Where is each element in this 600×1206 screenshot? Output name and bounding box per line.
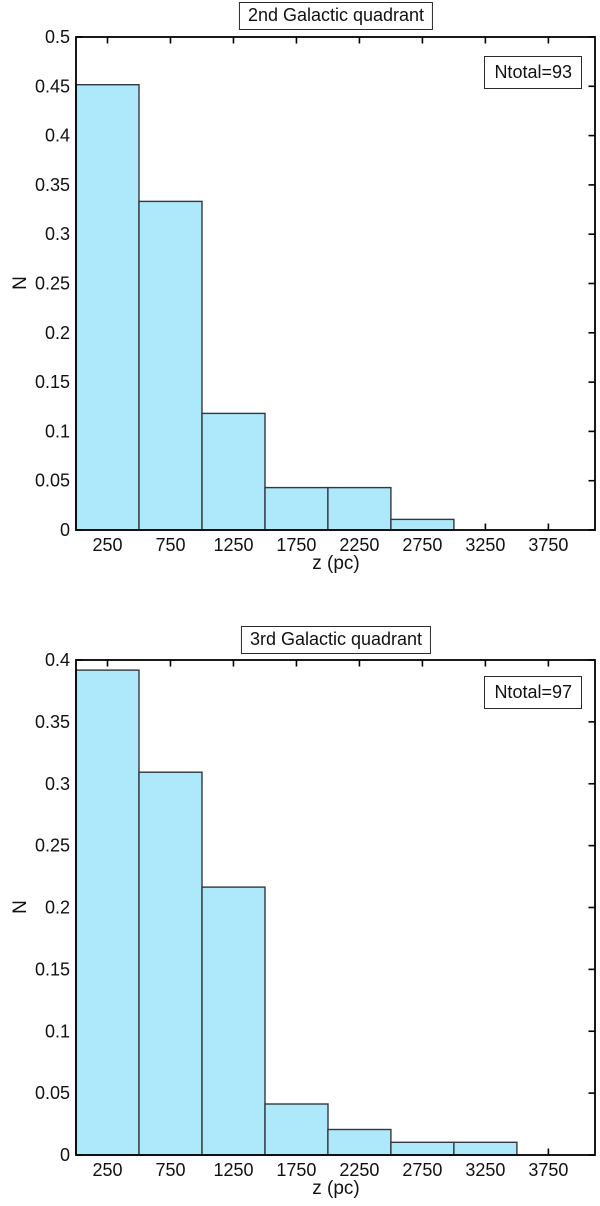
x-tick-label: 3250	[465, 1160, 505, 1180]
histogram-2nd-galactic-quadrant: 250 750 1250 1750 2250 2750 3250 3750 0 0.05 0.1 0.…	[35, 27, 596, 555]
histogram-bar	[138, 771, 203, 1156]
y-tick-label: 0.15	[35, 372, 70, 392]
y-tick-label: 0.3	[45, 774, 70, 794]
chart-title-2nd-quadrant: 2nd Galactic quadrant	[238, 2, 434, 30]
x-tick-label: 2750	[402, 1160, 442, 1180]
plot-border	[75, 659, 596, 1156]
y-tick-label: 0.2	[45, 898, 70, 918]
histogram-bar	[75, 669, 140, 1156]
y-tick-label: 0.15	[35, 959, 70, 979]
y-tick-label: 0	[60, 520, 70, 540]
y-tick-label: 0.25	[35, 836, 70, 856]
plot-border	[75, 36, 596, 531]
x-tick-label: 1750	[276, 1160, 316, 1180]
y-tick-label: 0.3	[45, 224, 70, 244]
histogram-bar	[390, 1141, 455, 1156]
histogram-bar	[138, 200, 203, 531]
x-axis-label-bottom: z (pc)	[312, 1178, 360, 1199]
histogram-bar	[453, 1141, 518, 1156]
x-tick-label: 250	[92, 1160, 122, 1180]
x-tick-label: 1250	[213, 535, 253, 555]
histogram-bar	[264, 486, 329, 531]
x-tick-label: 1250	[213, 1160, 253, 1180]
x-tick-label: 3750	[528, 535, 568, 555]
ntotal-annotation-3rd-quadrant: Ntotal=97	[484, 676, 582, 709]
x-tick-label: 250	[92, 535, 122, 555]
histogram-bar	[201, 412, 266, 531]
y-tick-label: 0.2	[45, 323, 70, 343]
y-tick-label: 0.1	[45, 421, 70, 441]
y-tick-label: 0.05	[35, 1083, 70, 1103]
x-tick-label: 750	[155, 1160, 185, 1180]
histogram-bar	[201, 886, 266, 1156]
y-axis-label-top: N	[9, 276, 31, 290]
y-tick-label: 0.4	[45, 650, 70, 670]
y-tick-label: 0.4	[45, 126, 70, 146]
y-tick-label: 0.35	[35, 175, 70, 195]
histogram-3rd-galactic-quadrant: 250 750 1250 1750 2250 2750 3250 3750 0 0.05 0.1 0.…	[35, 650, 596, 1180]
y-tick-label: 0	[60, 1145, 70, 1165]
histogram-bar	[327, 1128, 392, 1156]
y-tick-label: 0.5	[45, 27, 70, 47]
y-tick-label: 0.05	[35, 471, 70, 491]
x-tick-label: 3250	[465, 535, 505, 555]
x-tick-label: 3750	[528, 1160, 568, 1180]
histogram-bars	[75, 669, 518, 1156]
tick-labels: 250 750 1250 1750 2250 2750 3250 3750 0 0.05 0.1 0.…	[35, 650, 568, 1180]
x-tick-label: 2250	[339, 1160, 379, 1180]
y-tick-label: 0.1	[45, 1021, 70, 1041]
y-tick-label: 0.45	[35, 76, 70, 96]
histogram-bar	[264, 1103, 329, 1156]
y-axis-label-bottom: N	[9, 900, 31, 914]
x-tick-label: 750	[155, 535, 185, 555]
histogram-bar	[390, 518, 455, 531]
y-tick-label: 0.35	[35, 712, 70, 732]
x-tick-label: 1750	[276, 535, 316, 555]
histogram-bar	[327, 486, 392, 531]
x-tick-label: 2250	[339, 535, 379, 555]
histogram-bar	[75, 83, 140, 531]
ntotal-annotation-2nd-quadrant: Ntotal=93	[484, 56, 582, 89]
x-tick-label: 2750	[402, 535, 442, 555]
y-tick-label: 0.25	[35, 274, 70, 294]
chart-title-3rd-quadrant: 3rd Galactic quadrant	[240, 626, 432, 654]
histogram-bars	[75, 83, 455, 531]
x-axis-label-top: z (pc)	[312, 553, 360, 574]
tick-labels: 250 750 1250 1750 2250 2750 3250 3750 0 0.05 0.1 0.…	[35, 27, 568, 555]
